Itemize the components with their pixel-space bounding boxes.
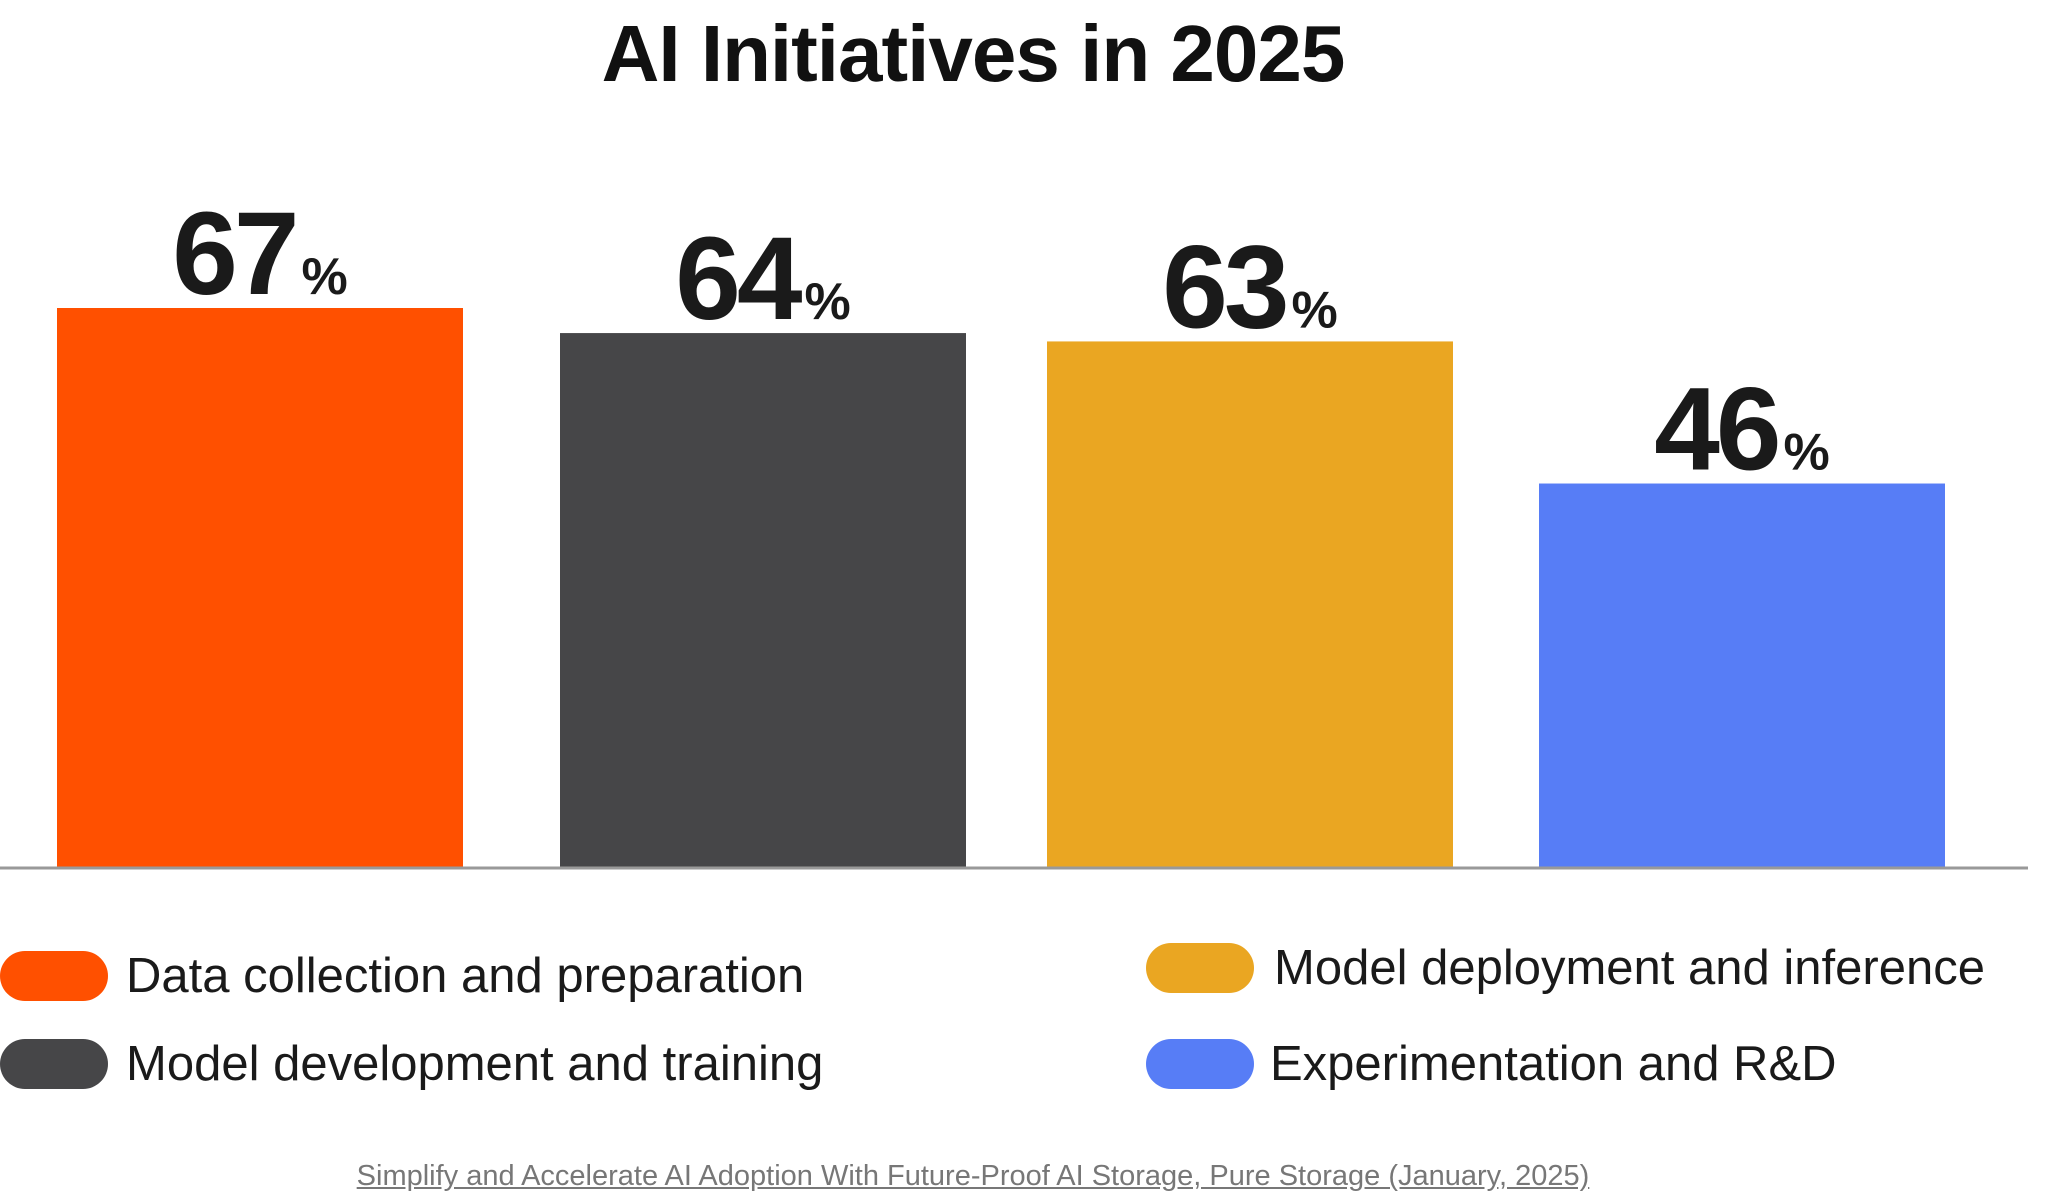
legend-label: Experimentation and R&D: [1270, 1037, 1837, 1091]
bar-data-collection: [57, 308, 463, 868]
bar-model-deployment: [1047, 341, 1453, 868]
legend-label: Model development and training: [126, 1037, 824, 1091]
bar-experimentation: [1539, 483, 1945, 868]
legend-item-experimentation: Experimentation and R&D: [1146, 1036, 1837, 1092]
legend-label: Model deployment and inference: [1274, 941, 1985, 995]
data-label-model-deployment: 63%: [1162, 221, 1338, 353]
legend-item-model-development: Model development and training: [0, 1036, 823, 1092]
legend-swatch-orange: [0, 951, 108, 1001]
legend-swatch-gold: [1146, 943, 1254, 993]
source-citation-link[interactable]: Simplify and Accelerate AI Adoption With…: [356, 1160, 1590, 1192]
data-label-data-collection: 67%: [172, 188, 348, 320]
legend-label: Data collection and preparation: [126, 949, 805, 1003]
legend-swatch-dark-gray: [0, 1039, 108, 1089]
data-label-model-development: 64%: [675, 213, 851, 345]
chart-title: AI Initiatives in 2025: [601, 9, 1346, 98]
legend-swatch-blue: [1146, 1039, 1254, 1089]
legend-item-model-deployment: Model deployment and inference: [1146, 940, 1985, 996]
data-label-experimentation: 46%: [1654, 364, 1830, 496]
bar-model-development: [560, 333, 966, 869]
legend-item-data-collection: Data collection and preparation: [0, 948, 804, 1004]
